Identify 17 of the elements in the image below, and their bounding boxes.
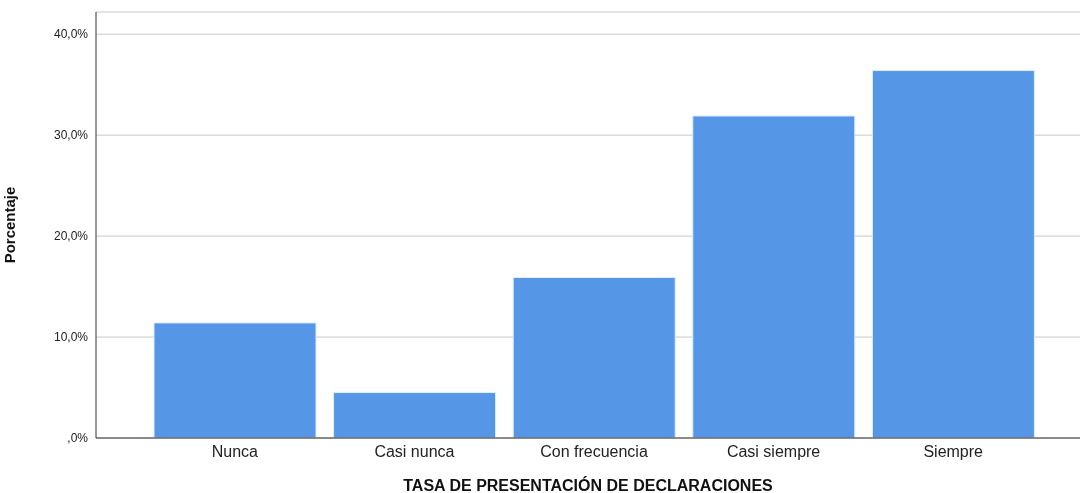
x-tick-label: Nunca — [211, 443, 259, 461]
x-tick-label: Siempre — [923, 443, 984, 461]
x-tick-label: Con frecuencia — [540, 443, 648, 461]
y-tick-label: 20,0% — [53, 229, 89, 244]
y-tick-label: 30,0% — [53, 128, 89, 143]
bar — [153, 322, 317, 438]
bar — [512, 276, 676, 438]
y-tick-label: ,0% — [67, 431, 89, 446]
bar — [692, 115, 856, 438]
x-tick-label: Casi nunca — [374, 443, 455, 461]
x-tick-label: Casi siempre — [726, 443, 821, 461]
y-axis-title: Porcentaje — [1, 186, 19, 264]
y-tick-label: 40,0% — [53, 27, 89, 42]
bar — [333, 392, 497, 438]
bar — [871, 70, 1035, 438]
y-tick-label: 10,0% — [53, 330, 89, 345]
x-axis-title: TASA DE PRESENTACIÓN DE DECLARACIONES — [403, 476, 774, 493]
